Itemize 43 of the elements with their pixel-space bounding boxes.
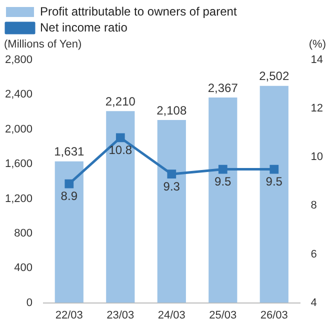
y-tick-label: 400	[14, 262, 33, 274]
point	[64, 179, 74, 188]
data-label: 8.9	[60, 189, 78, 204]
bar	[54, 161, 84, 303]
y2-axis-title: (%)	[308, 38, 326, 51]
y-tick-label: 1,600	[4, 158, 33, 170]
x-tick-label: 22/03	[55, 309, 83, 322]
bar	[106, 111, 135, 303]
x-tick-label: 25/03	[209, 309, 237, 322]
point	[116, 133, 125, 142]
bar	[260, 86, 288, 303]
y-tick-label: 2,000	[4, 123, 33, 136]
data-label: 2,502	[259, 69, 290, 84]
point	[218, 164, 228, 174]
x-tick-label: 24/03	[158, 309, 186, 322]
x-tick-label: 26/03	[260, 309, 288, 322]
data-label: 9.3	[163, 179, 180, 194]
data-label: 2,108	[156, 103, 187, 118]
data-label: 9.5	[214, 174, 232, 189]
bar	[157, 120, 186, 303]
y2-tick-label: 6	[310, 248, 317, 260]
y2-tick-label: 12	[310, 102, 324, 115]
legend-label: Net income ratio	[40, 20, 128, 34]
data-label: 2,210	[105, 94, 136, 108]
y-tick-label: 2,800	[4, 54, 33, 66]
data-label: 1,631	[54, 144, 84, 159]
y2-tick-label: 8	[310, 200, 317, 212]
point	[270, 164, 279, 174]
y2-tick-label: 14	[310, 54, 324, 66]
y-tick-label: 1,200	[4, 192, 33, 205]
y-tick-label: 0	[26, 296, 33, 309]
x-tick-label: 23/03	[106, 309, 134, 322]
legend-label: Profit attributable to owners of parent	[40, 4, 238, 18]
y2-tick-label: 4	[310, 296, 317, 309]
y2-tick-label: 10	[310, 151, 324, 164]
data-label: 10.8	[108, 143, 132, 158]
data-label: 2,367	[208, 80, 238, 95]
point	[167, 170, 176, 179]
y-tick-label: 800	[14, 227, 33, 240]
y-tick-label: 2,400	[4, 88, 33, 101]
data-label: 9.5	[266, 174, 283, 189]
bar	[208, 98, 238, 303]
y-axis-title: (Millions of Yen)	[4, 38, 82, 51]
